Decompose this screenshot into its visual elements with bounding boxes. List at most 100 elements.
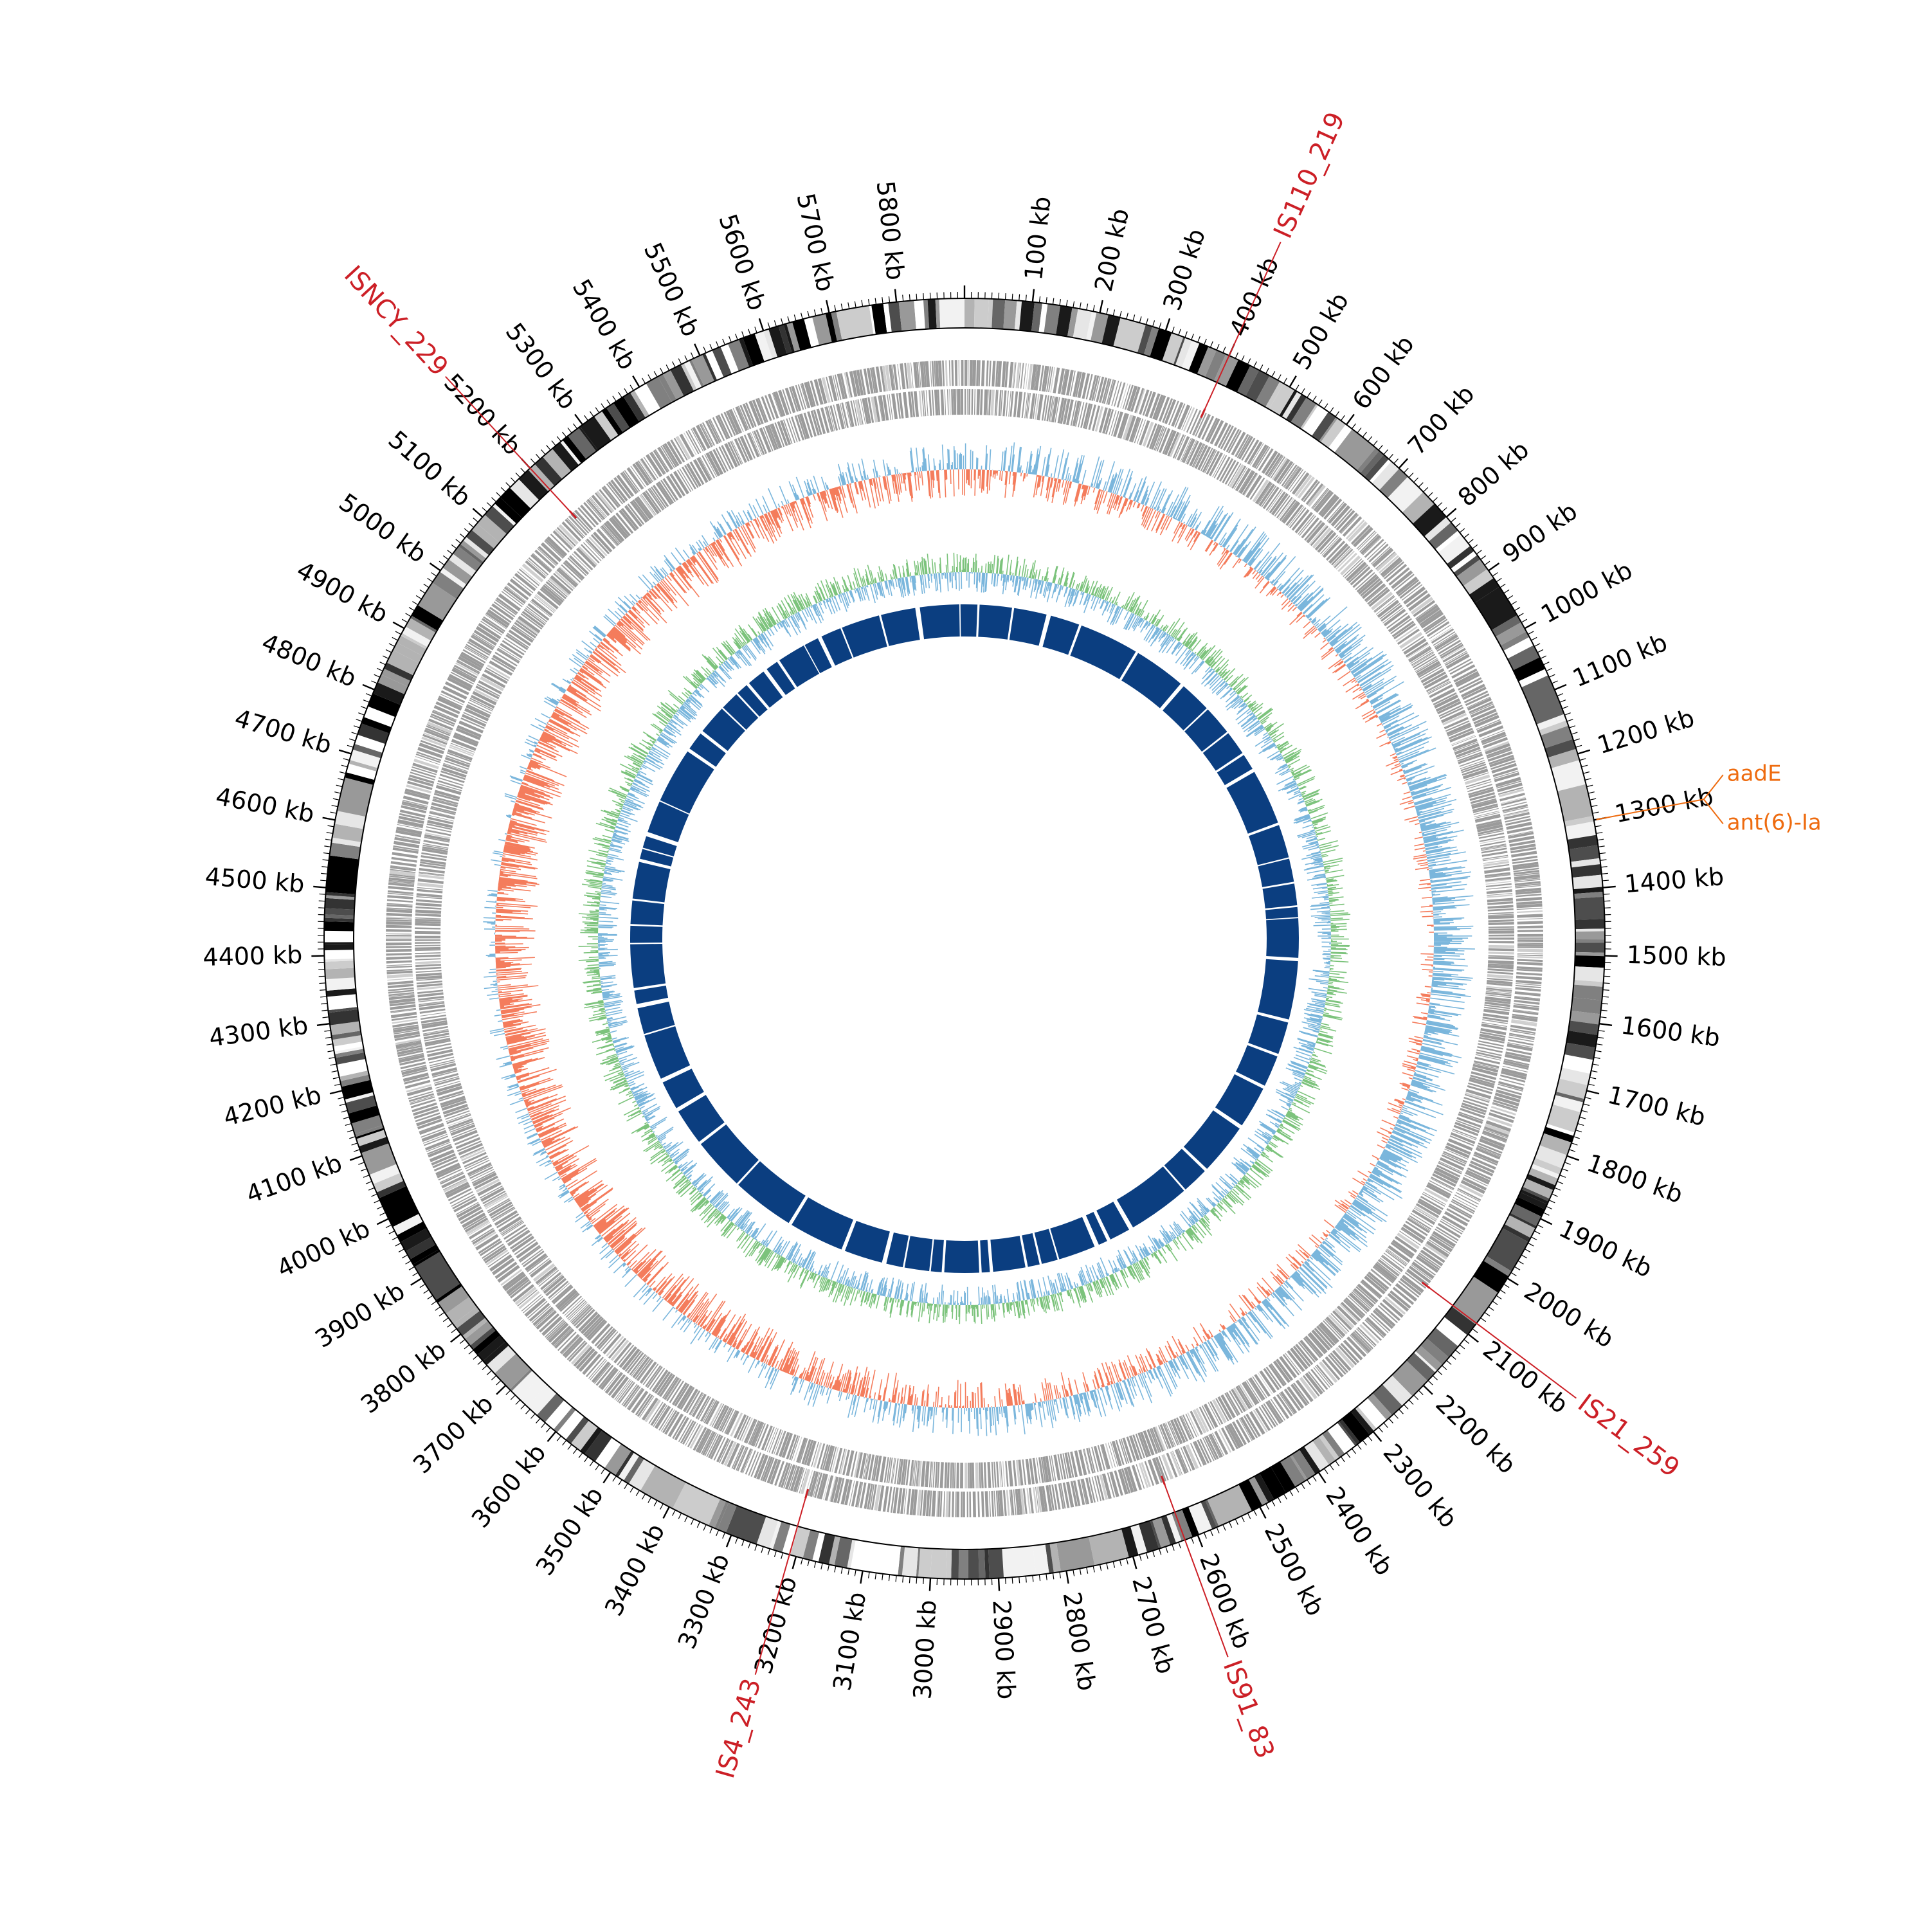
minor-tick: [1562, 707, 1568, 709]
minor-tick: [1476, 550, 1481, 554]
cds-feature: [415, 927, 440, 929]
cds-feature: [1008, 1461, 1013, 1486]
minor-tick: [710, 1528, 712, 1533]
minor-tick: [416, 595, 421, 599]
minor-tick: [624, 388, 628, 394]
kb-tick-label: 2800 kb: [1058, 1590, 1101, 1693]
minor-tick: [1341, 415, 1345, 420]
cds-feature: [933, 1462, 936, 1488]
inner-block: [990, 1236, 1026, 1272]
cds-feature: [405, 1080, 431, 1089]
cds-feature: [608, 1338, 626, 1359]
major-tick: [1525, 622, 1535, 629]
minor-tick: [1433, 498, 1437, 502]
cds-feature: [386, 953, 412, 955]
minor-tick: [363, 700, 369, 703]
karyotype-band: [1575, 943, 1605, 953]
minor-tick: [1596, 1044, 1602, 1045]
kb-tick-label: 3200 kb: [749, 1573, 802, 1677]
minor-tick: [1127, 1558, 1128, 1565]
inner-block: [931, 1240, 944, 1272]
minor-tick: [601, 404, 605, 409]
cds-feature: [1477, 1046, 1503, 1053]
cds-feature: [968, 389, 970, 415]
minor-tick: [1511, 1272, 1517, 1276]
minor-tick: [1399, 1409, 1404, 1414]
minor-tick: [613, 396, 616, 401]
cds-feature: [1006, 1490, 1010, 1515]
cds-feature: [903, 392, 909, 418]
minor-tick: [1485, 561, 1490, 565]
minor-tick: [1087, 303, 1088, 310]
cds-feature: [1005, 1461, 1009, 1486]
minor-tick: [464, 528, 469, 532]
minor-tick: [319, 983, 325, 984]
minor-tick: [333, 799, 340, 800]
major-tick: [1567, 1156, 1579, 1160]
minor-tick: [424, 584, 429, 587]
cds-feature: [964, 360, 967, 386]
karyotype-band: [1575, 939, 1605, 943]
minor-tick: [1166, 1547, 1168, 1553]
minor-tick: [431, 573, 437, 577]
kb-tick-label: 3600 kb: [466, 1438, 552, 1533]
minor-tick: [332, 1070, 338, 1072]
minor-tick: [460, 534, 465, 537]
cds-feature: [975, 1463, 979, 1488]
inner-block: [1266, 918, 1299, 958]
minor-tick: [366, 1181, 372, 1184]
minor-tick: [395, 1243, 401, 1246]
resistance-gene-label: ant(6)-Ia: [1727, 810, 1822, 836]
minor-tick: [1521, 619, 1527, 622]
minor-tick: [521, 468, 525, 473]
cds-feature: [527, 559, 547, 577]
minor-tick: [1589, 799, 1596, 800]
minor-tick: [1537, 1225, 1543, 1227]
kb-tick-label: 2000 kb: [1519, 1277, 1619, 1353]
cds-feature: [415, 964, 441, 967]
kb-tick-label: 600 kb: [1347, 330, 1420, 415]
minor-tick: [1087, 1567, 1088, 1574]
minor-tick: [1336, 1461, 1339, 1466]
minor-tick: [1307, 1480, 1310, 1485]
minor-tick: [536, 454, 541, 458]
kb-tick-label: 5700 kb: [791, 191, 840, 294]
kb-tick-label: 2400 kb: [1320, 1482, 1399, 1580]
cds-feature: [1516, 972, 1542, 976]
minor-tick: [406, 613, 412, 617]
karyotype-band: [326, 856, 359, 894]
minor-tick: [395, 631, 401, 635]
minor-tick: [1093, 1566, 1094, 1573]
is-label: IS110_219: [1268, 108, 1351, 243]
minor-tick: [1247, 1513, 1250, 1519]
inner-block: [634, 986, 668, 1004]
minor-tick: [755, 1544, 757, 1550]
minor-tick: [451, 1329, 457, 1333]
cds-feature: [415, 958, 441, 960]
minor-tick: [648, 375, 651, 381]
minor-tick: [1242, 1516, 1244, 1522]
minor-tick: [1481, 555, 1486, 559]
karyotype-band: [964, 298, 975, 328]
minor-tick: [1278, 1497, 1281, 1503]
karyotype-outline-inner: [354, 328, 1575, 1549]
major-tick: [1603, 887, 1616, 888]
minor-tick: [1424, 487, 1428, 492]
minor-tick: [1552, 1194, 1557, 1196]
cds-feature: [932, 390, 934, 415]
cds-feature: [415, 961, 441, 964]
minor-tick: [345, 1124, 352, 1126]
minor-tick: [774, 320, 776, 327]
minor-tick: [630, 385, 633, 391]
kb-tick-label: 4800 kb: [258, 628, 361, 693]
minor-tick: [1564, 713, 1570, 715]
minor-tick: [1172, 327, 1174, 332]
minor-tick: [371, 1194, 377, 1196]
minor-tick: [1113, 309, 1114, 316]
cds-feature: [1517, 925, 1543, 928]
cds-feature: [964, 389, 966, 415]
cds-feature: [954, 389, 957, 415]
minor-tick: [710, 344, 712, 350]
minor-tick: [506, 483, 511, 487]
kb-tick-label: 5600 kb: [713, 210, 771, 314]
